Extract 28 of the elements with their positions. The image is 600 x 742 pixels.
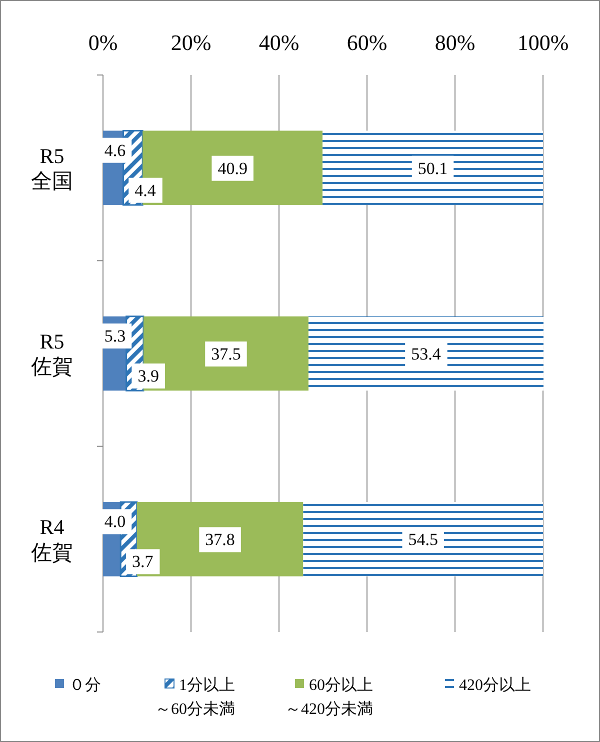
y-tick-label: R5 佐賀 (31, 330, 73, 379)
data-label: 40.9 (218, 158, 248, 178)
x-tick-label: 100% (517, 30, 569, 55)
data-label: 4.6 (104, 140, 126, 160)
bar (303, 502, 543, 576)
x-tick-label: 80% (434, 30, 476, 55)
data-label: 37.8 (205, 530, 235, 550)
data-label: 5.3 (104, 326, 126, 346)
bar (322, 130, 543, 205)
y-tick-label: R5 全国 (31, 144, 73, 194)
legend-label: 420分以上 (459, 676, 531, 694)
data-label: 53.4 (411, 344, 442, 364)
data-label: 3.9 (138, 366, 159, 386)
x-tick-label: 40% (258, 30, 300, 55)
bar (308, 316, 544, 391)
legend-label: 60分以上～420分未満 (285, 676, 373, 718)
data-label: 37.5 (211, 344, 241, 364)
x-tick-label: 0% (88, 30, 118, 55)
y-tick-label: R4 佐賀 (31, 515, 73, 564)
legend-label: ０分 (69, 677, 101, 694)
data-label: 3.7 (132, 552, 154, 572)
x-tick-label: 20% (170, 30, 212, 55)
data-label: 4.0 (104, 512, 126, 532)
data-label: 4.4 (134, 180, 156, 200)
legend-label: 1分以上～60分未満 (155, 676, 235, 718)
data-label: 54.5 (408, 530, 438, 550)
x-tick-label: 60% (346, 30, 388, 55)
data-label: 50.1 (418, 158, 448, 178)
